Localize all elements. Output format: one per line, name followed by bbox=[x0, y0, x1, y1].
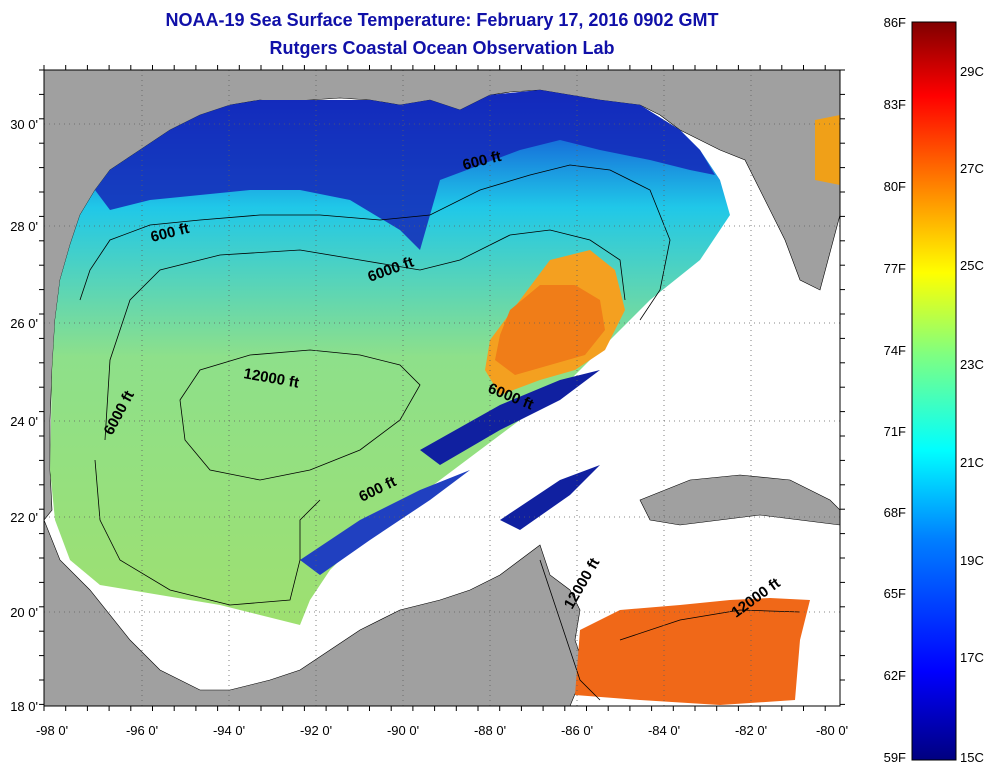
colorbar-f-label: 65F bbox=[884, 586, 906, 601]
caribbean-sst bbox=[575, 598, 810, 705]
colorbar-c-label: 21C bbox=[960, 455, 984, 470]
lat-label: 28 0' bbox=[10, 219, 38, 234]
cold-shelf-water bbox=[95, 90, 715, 250]
lon-label: -82 0' bbox=[735, 723, 767, 738]
colorbar-c-label: 19C bbox=[960, 553, 984, 568]
colorbar-f-label: 62F bbox=[884, 668, 906, 683]
lon-label: -96 0' bbox=[126, 723, 158, 738]
chart-title: NOAA-19 Sea Surface Temperature: Februar… bbox=[165, 10, 719, 30]
colorbar-f-label: 77F bbox=[884, 261, 906, 276]
lon-label: -88 0' bbox=[474, 723, 506, 738]
atlantic-sst bbox=[815, 115, 840, 185]
lon-label: -98 0' bbox=[36, 723, 68, 738]
lat-label: 18 0' bbox=[10, 699, 38, 714]
colorbar-f-label: 83F bbox=[884, 97, 906, 112]
lon-label: -92 0' bbox=[300, 723, 332, 738]
bathymetry-contours bbox=[79, 164, 801, 701]
colorbar-f-label: 74F bbox=[884, 343, 906, 358]
lat-label: 30 0' bbox=[10, 117, 38, 132]
axis-ticks bbox=[39, 65, 845, 711]
colorbar-f-label: 80F bbox=[884, 179, 906, 194]
cloud-streak bbox=[500, 465, 600, 530]
lat-label: 22 0' bbox=[10, 510, 38, 525]
lon-label: -94 0' bbox=[213, 723, 245, 738]
colorbar-c-label: 29C bbox=[960, 64, 984, 79]
cloud-streak bbox=[300, 470, 470, 575]
colorbar-c-label: 23C bbox=[960, 357, 984, 372]
colorbar-f-label: 68F bbox=[884, 505, 906, 520]
colorbar-c-label: 17C bbox=[960, 650, 984, 665]
map-frame bbox=[43, 69, 841, 707]
land-mexico bbox=[44, 519, 586, 706]
lat-label: 20 0' bbox=[10, 605, 38, 620]
warm-eddy-core bbox=[495, 285, 605, 375]
cloud-streak bbox=[420, 370, 600, 465]
lat-label: 26 0' bbox=[10, 316, 38, 331]
lon-label: -90 0' bbox=[387, 723, 419, 738]
colorbar-f-label: 86F bbox=[884, 15, 906, 30]
lon-label: -86 0' bbox=[561, 723, 593, 738]
land-cuba bbox=[639, 474, 840, 526]
graticule bbox=[44, 70, 840, 706]
lat-label: 24 0' bbox=[10, 414, 38, 429]
colorbar-c-label: 27C bbox=[960, 161, 984, 176]
colorbar-c-label: 15C bbox=[960, 750, 984, 765]
chart-subtitle: Rutgers Coastal Ocean Observation Lab bbox=[269, 38, 615, 58]
colorbar-c-label: 25C bbox=[960, 258, 984, 273]
colorbar bbox=[911, 21, 957, 761]
lon-label: -80 0' bbox=[816, 723, 848, 738]
lon-label: -84 0' bbox=[648, 723, 680, 738]
gulf-sst-field bbox=[50, 90, 730, 625]
colorbar-f-label: 59F bbox=[884, 750, 906, 765]
colorbar-f-label: 71F bbox=[884, 424, 906, 439]
